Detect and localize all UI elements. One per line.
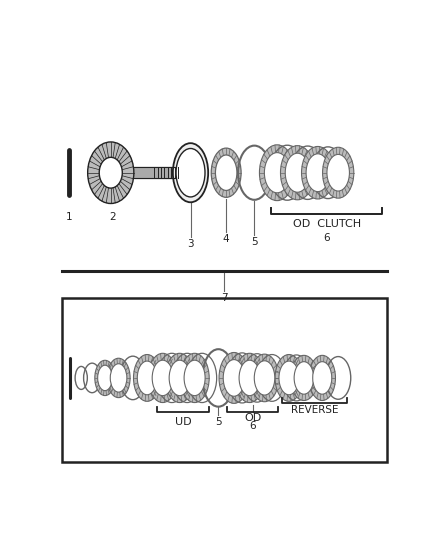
Ellipse shape [279,361,299,395]
Text: 4: 4 [223,235,230,244]
Ellipse shape [259,145,295,200]
Ellipse shape [148,353,177,402]
Ellipse shape [184,360,205,395]
Text: REVERSE: REVERSE [291,405,338,415]
Ellipse shape [280,146,314,200]
Ellipse shape [219,352,249,403]
Text: 5: 5 [215,416,222,426]
Ellipse shape [290,356,318,400]
Ellipse shape [322,147,354,198]
Ellipse shape [215,155,237,190]
Text: 6: 6 [249,421,256,431]
Ellipse shape [313,362,332,394]
Text: 1: 1 [66,212,72,222]
Ellipse shape [275,354,303,401]
Ellipse shape [88,142,134,204]
Text: 2: 2 [109,212,116,222]
Ellipse shape [110,364,127,392]
Ellipse shape [95,360,115,395]
Ellipse shape [285,153,310,192]
Ellipse shape [327,155,350,191]
Ellipse shape [134,354,161,401]
Ellipse shape [165,353,194,402]
Text: 5: 5 [251,237,258,247]
Ellipse shape [294,362,314,394]
Bar [61,298,387,462]
Ellipse shape [301,147,334,199]
Text: OD: OD [244,413,261,423]
Text: 3: 3 [187,239,194,249]
Ellipse shape [223,360,245,396]
Ellipse shape [169,360,190,395]
Ellipse shape [107,358,130,398]
Ellipse shape [250,354,279,402]
Ellipse shape [173,143,208,202]
Ellipse shape [235,353,264,402]
Ellipse shape [152,360,173,395]
Text: 6: 6 [324,232,330,243]
Ellipse shape [137,361,157,395]
Ellipse shape [211,148,241,197]
Ellipse shape [239,360,260,395]
Text: OD  CLUTCH: OD CLUTCH [293,219,361,229]
Ellipse shape [98,365,112,391]
Ellipse shape [309,356,336,400]
Ellipse shape [254,361,275,395]
Ellipse shape [265,152,290,193]
Ellipse shape [99,157,122,188]
Ellipse shape [176,149,205,197]
Text: UD: UD [175,416,191,426]
Ellipse shape [306,154,329,192]
Ellipse shape [180,353,209,402]
Text: 7: 7 [221,293,228,303]
